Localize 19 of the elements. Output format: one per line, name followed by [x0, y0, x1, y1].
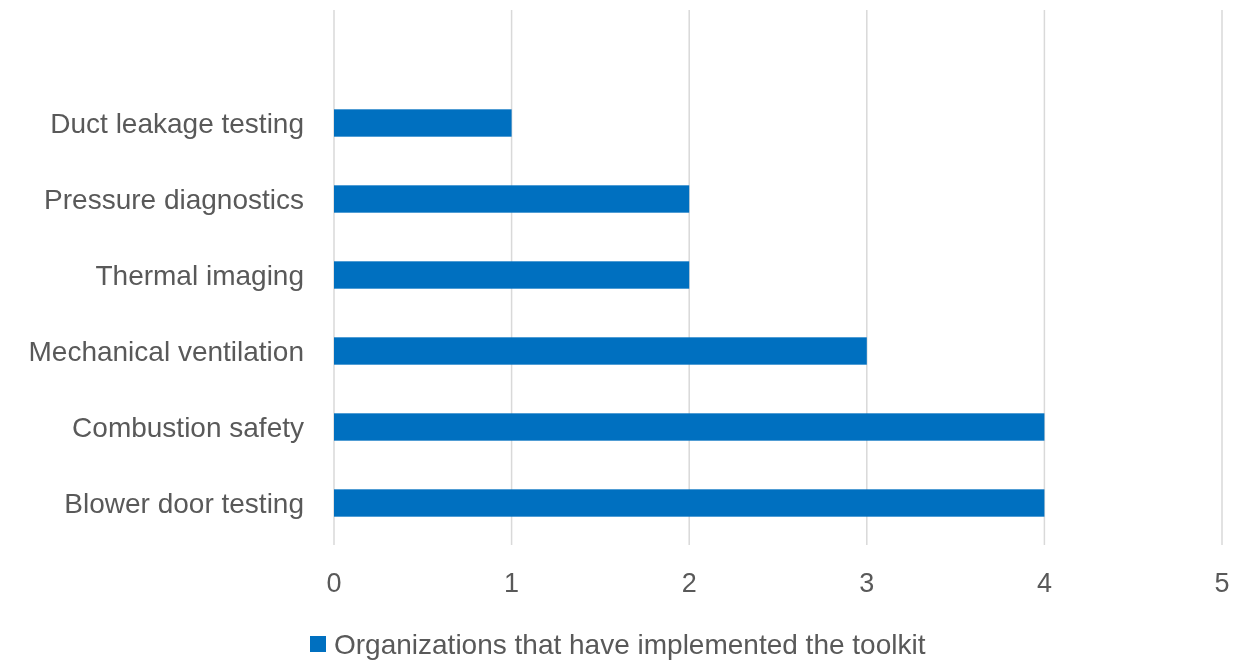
x-tick-label: 5: [1214, 568, 1230, 598]
x-tick-label: 3: [859, 568, 875, 598]
bar: [334, 413, 1045, 441]
bar: [334, 185, 690, 213]
x-tick-label: 2: [681, 568, 697, 598]
y-tick-label: Pressure diagnostics: [44, 183, 304, 215]
y-tick-label: Duct leakage testing: [50, 107, 304, 139]
bar: [334, 261, 690, 289]
legend-label: Organizations that have implemented the toolkit: [334, 628, 926, 660]
x-tick-label: 0: [326, 568, 342, 598]
y-tick-label: Combustion safety: [72, 411, 304, 443]
y-tick-label: Thermal imaging: [95, 259, 304, 291]
bar: [334, 489, 1045, 517]
x-tick-label: 4: [1036, 568, 1052, 598]
y-tick-label: Blower door testing: [64, 487, 304, 519]
bar: [334, 337, 867, 365]
x-tick-label: 1: [504, 568, 520, 598]
bar: [334, 109, 512, 137]
y-tick-label: Mechanical ventilation: [28, 335, 304, 367]
